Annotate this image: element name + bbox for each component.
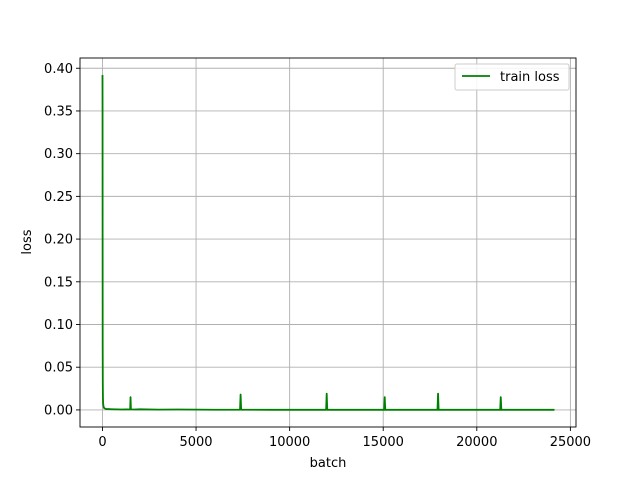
x-tick-label: 10000 [269,435,310,450]
y-axis: 0.00 0.05 0.10 0.15 0.20 0.25 0.30 0.35 0.40 [44,62,80,418]
y-tick-label: 0.35 [44,104,73,119]
x-tick-label: 25000 [550,435,591,450]
plot-area [80,58,576,427]
grid-lines [80,58,576,427]
x-tick-label: 5000 [179,435,212,450]
y-tick-label: 0.10 [44,318,73,333]
x-tick-label: 0 [98,435,106,450]
y-tick-label: 0.30 [44,147,73,162]
series-layer [101,75,555,411]
plot-frame [79,57,577,428]
x-tick-label: 15000 [363,435,404,450]
y-tick-label: 0.05 [44,361,73,376]
y-tick-label: 0.20 [44,233,73,248]
y-tick-label: 0.00 [44,403,73,418]
x-tick-label: 20000 [456,435,497,450]
y-tick-label: 0.40 [44,62,73,77]
legend-label-train-loss: train loss [500,70,560,85]
y-tick-label: 0.25 [44,190,73,205]
legend: train loss [454,63,570,91]
x-axis: 0 5000 10000 15000 20000 25000 [98,427,591,450]
legend-box [454,63,570,91]
y-axis-label: loss [20,229,35,254]
y-tick-label: 0.15 [44,275,73,290]
x-axis-label: batch [310,456,347,471]
series-line-train-loss [101,75,555,411]
